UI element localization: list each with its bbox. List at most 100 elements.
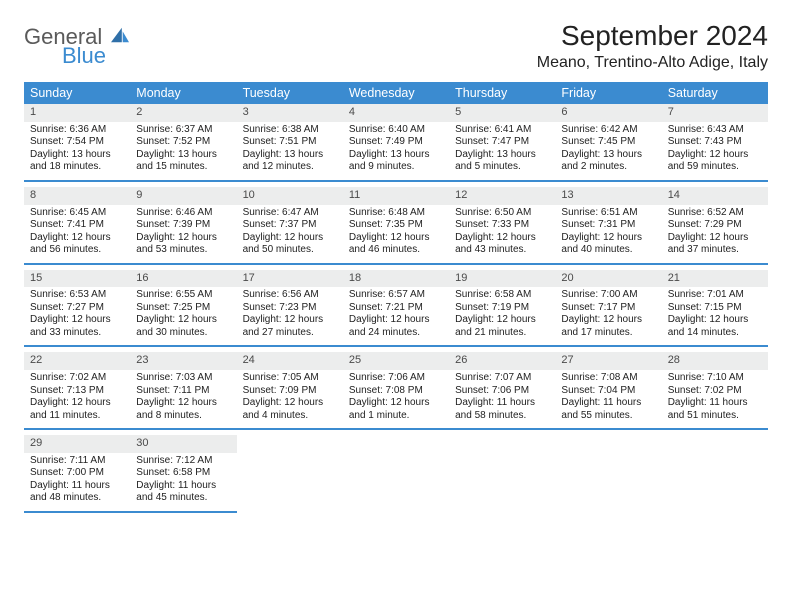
daylight-line: Daylight: 12 hours and 53 minutes.: [136, 232, 230, 257]
daylight-line: Daylight: 12 hours and 24 minutes.: [349, 314, 443, 339]
day-number-cell: 29: [24, 435, 130, 453]
day-number-cell: 25: [343, 352, 449, 370]
weekday-header: Wednesday: [343, 82, 449, 104]
content-row: Sunrise: 6:45 AMSunset: 7:41 PMDaylight:…: [24, 205, 768, 263]
daylight-line: Daylight: 12 hours and 43 minutes.: [455, 232, 549, 257]
day-number-cell: 4: [343, 104, 449, 122]
daylight-line: Daylight: 11 hours and 58 minutes.: [455, 397, 549, 422]
sunrise-line: Sunrise: 6:43 AM: [668, 124, 762, 137]
day-content-cell: Sunrise: 6:40 AMSunset: 7:49 PMDaylight:…: [343, 122, 449, 180]
daylight-line: Daylight: 13 hours and 5 minutes.: [455, 149, 549, 174]
day-number-cell: [449, 435, 555, 453]
daylight-line: Daylight: 12 hours and 40 minutes.: [561, 232, 655, 257]
sunrise-line: Sunrise: 7:11 AM: [30, 455, 124, 468]
day-number-cell: [555, 435, 661, 453]
sunset-line: Sunset: 7:54 PM: [30, 136, 124, 149]
day-number-cell: 27: [555, 352, 661, 370]
sunset-line: Sunset: 7:19 PM: [455, 302, 549, 315]
daylight-line: Daylight: 12 hours and 17 minutes.: [561, 314, 655, 339]
day-content-cell: Sunrise: 7:07 AMSunset: 7:06 PMDaylight:…: [449, 370, 555, 428]
sunrise-line: Sunrise: 7:08 AM: [561, 372, 655, 385]
sunset-line: Sunset: 7:04 PM: [561, 385, 655, 398]
sunrise-line: Sunrise: 6:36 AM: [30, 124, 124, 137]
daynum-row: 1234567: [24, 104, 768, 122]
sunrise-line: Sunrise: 6:51 AM: [561, 207, 655, 220]
day-number-cell: 2: [130, 104, 236, 122]
day-content-cell: Sunrise: 7:11 AMSunset: 7:00 PMDaylight:…: [24, 453, 130, 511]
daynum-row: 891011121314: [24, 187, 768, 205]
day-number-cell: [237, 435, 343, 453]
daynum-row: 2930: [24, 435, 768, 453]
sunrise-line: Sunrise: 6:46 AM: [136, 207, 230, 220]
logo: General Blue: [24, 20, 131, 67]
content-row: Sunrise: 7:11 AMSunset: 7:00 PMDaylight:…: [24, 453, 768, 511]
day-content-cell: [662, 453, 768, 511]
weekday-header: Thursday: [449, 82, 555, 104]
day-content-cell: Sunrise: 7:03 AMSunset: 7:11 PMDaylight:…: [130, 370, 236, 428]
sunset-line: Sunset: 7:29 PM: [668, 219, 762, 232]
day-content-cell: Sunrise: 6:52 AMSunset: 7:29 PMDaylight:…: [662, 205, 768, 263]
sunset-line: Sunset: 7:47 PM: [455, 136, 549, 149]
day-content-cell: Sunrise: 6:37 AMSunset: 7:52 PMDaylight:…: [130, 122, 236, 180]
day-number-cell: 30: [130, 435, 236, 453]
sunrise-line: Sunrise: 7:01 AM: [668, 289, 762, 302]
sunset-line: Sunset: 7:27 PM: [30, 302, 124, 315]
sunset-line: Sunset: 7:39 PM: [136, 219, 230, 232]
sunset-line: Sunset: 7:11 PM: [136, 385, 230, 398]
daylight-line: Daylight: 11 hours and 48 minutes.: [30, 480, 124, 505]
logo-sail-icon: [109, 26, 131, 44]
sunset-line: Sunset: 7:13 PM: [30, 385, 124, 398]
daylight-line: Daylight: 13 hours and 18 minutes.: [30, 149, 124, 174]
sunset-line: Sunset: 7:51 PM: [243, 136, 337, 149]
daylight-line: Daylight: 13 hours and 12 minutes.: [243, 149, 337, 174]
day-number-cell: 13: [555, 187, 661, 205]
sunrise-line: Sunrise: 6:45 AM: [30, 207, 124, 220]
content-row: Sunrise: 7:02 AMSunset: 7:13 PM Daylight:…: [24, 370, 768, 428]
day-number-cell: 1: [24, 104, 130, 122]
day-number-cell: 3: [237, 104, 343, 122]
day-content-cell: [237, 453, 343, 511]
sunrise-line: Sunrise: 6:40 AM: [349, 124, 443, 137]
sunset-line: Sunset: 7:00 PM: [30, 467, 124, 480]
daylight-line: Daylight: 12 hours and 14 minutes.: [668, 314, 762, 339]
title-block: September 2024 Meano, Trentino-Alto Adig…: [537, 20, 768, 72]
day-content-cell: Sunrise: 6:48 AMSunset: 7:35 PMDaylight:…: [343, 205, 449, 263]
weekday-header: Sunday: [24, 82, 130, 104]
daylight-line: Daylight: 12 hours and 46 minutes.: [349, 232, 443, 257]
sunset-line: Sunset: 7:49 PM: [349, 136, 443, 149]
day-number-cell: 18: [343, 270, 449, 288]
sunrise-line: Sunrise: 7:07 AM: [455, 372, 549, 385]
weekday-header: Tuesday: [237, 82, 343, 104]
day-content-cell: [343, 453, 449, 511]
daylight-line: Daylight: 12 hours and 21 minutes.: [455, 314, 549, 339]
sunrise-line: Sunrise: 6:52 AM: [668, 207, 762, 220]
sunrise-line: Sunrise: 6:38 AM: [243, 124, 337, 137]
calendar-table: SundayMondayTuesdayWednesdayThursdayFrid…: [24, 82, 768, 513]
location-subtitle: Meano, Trentino-Alto Adige, Italy: [537, 54, 768, 72]
sunset-line: Sunset: 7:31 PM: [561, 219, 655, 232]
sunrise-line: Sunrise: 7:12 AM: [136, 455, 230, 468]
sunrise-line: Sunrise: 7:02 AM: [30, 372, 124, 385]
daylight-line: Daylight: 12 hours and 8 minutes.: [136, 397, 230, 422]
day-content-cell: Sunrise: 7:01 AMSunset: 7:15 PMDaylight:…: [662, 287, 768, 345]
day-content-cell: Sunrise: 6:38 AMSunset: 7:51 PMDaylight:…: [237, 122, 343, 180]
calendar-head: SundayMondayTuesdayWednesdayThursdayFrid…: [24, 82, 768, 104]
content-row: Sunrise: 6:53 AMSunset: 7:27 PMDaylight:…: [24, 287, 768, 345]
daylight-line: Daylight: 12 hours and 37 minutes.: [668, 232, 762, 257]
calendar-body: 1234567Sunrise: 6:36 AMSunset: 7:54 PMDa…: [24, 104, 768, 512]
day-content-cell: Sunrise: 7:12 AMSunset: 6:58 PMDaylight:…: [130, 453, 236, 511]
sunrise-line: Sunrise: 7:10 AM: [668, 372, 762, 385]
day-content-cell: Sunrise: 6:53 AMSunset: 7:27 PMDaylight:…: [24, 287, 130, 345]
day-number-cell: 7: [662, 104, 768, 122]
day-number-cell: 26: [449, 352, 555, 370]
day-number-cell: 5: [449, 104, 555, 122]
sunset-line: Sunset: 7:25 PM: [136, 302, 230, 315]
daylight-line: Daylight: 12 hours and 1 minute.: [349, 397, 443, 422]
day-number-cell: 15: [24, 270, 130, 288]
weekday-header: Friday: [555, 82, 661, 104]
day-number-cell: [662, 435, 768, 453]
day-number-cell: 28: [662, 352, 768, 370]
day-number-cell: 21: [662, 270, 768, 288]
sunset-line: Sunset: 7:02 PM: [668, 385, 762, 398]
daylight-line: Daylight: 12 hours and 27 minutes.: [243, 314, 337, 339]
